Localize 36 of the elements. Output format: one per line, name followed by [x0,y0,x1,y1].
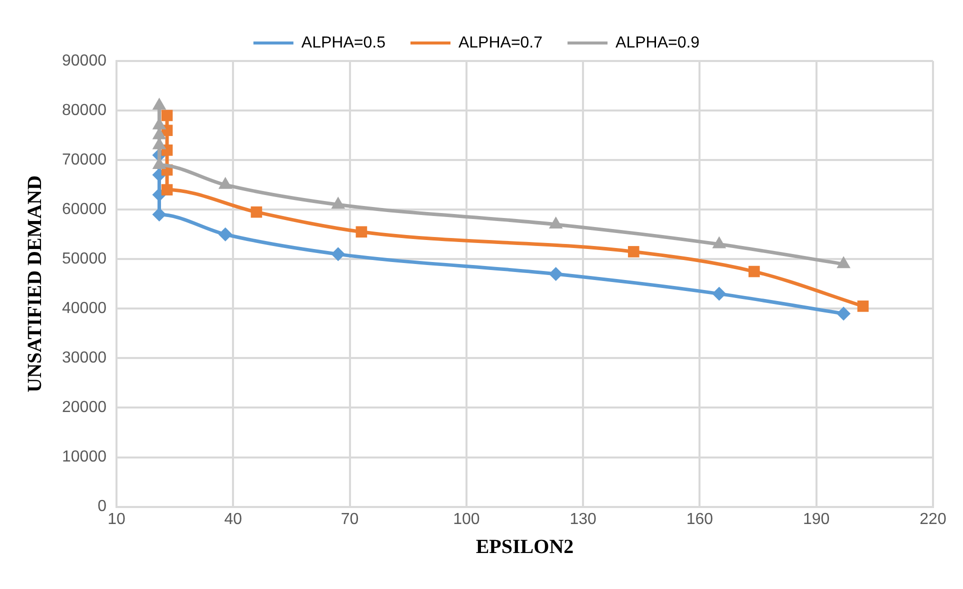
y-tick-label: 70000 [62,151,107,168]
y-tick-label: 30000 [62,350,107,367]
x-tick-label: 70 [340,510,359,528]
y-tick-label: 90000 [62,52,107,70]
x-tick-label: 130 [570,510,597,528]
y-axis-title: UNSATIFIED DEMAND [24,175,46,392]
point [548,266,563,281]
point [628,246,640,258]
point [152,208,166,222]
y-tick-label: 40000 [62,300,107,318]
legend-label: ALPHA=0.5 [301,34,386,52]
x-tick-label: 10 [108,510,126,528]
point [712,286,726,301]
x-tick-label: 220 [920,510,946,528]
x-tick-label: 40 [224,510,242,528]
x-tick-label: 160 [686,510,714,528]
y-tick-label: 0 [98,498,107,516]
point [161,110,173,122]
point [250,206,262,218]
point [331,247,346,262]
point [356,226,368,238]
point [836,306,851,321]
x-tick-label: 190 [803,510,830,528]
point [748,266,760,278]
x-tick-label: 100 [453,510,480,528]
y-tick-label: 80000 [62,102,107,119]
legend-label: ALPHA=0.9 [616,34,700,52]
y-tick-label: 20000 [62,399,107,416]
y-tick-label: 60000 [62,201,107,218]
y-tick-label: 10000 [62,448,107,466]
point [161,184,173,196]
x-axis-title: EPSILON2 [476,536,574,558]
y-tick-label: 50000 [62,250,107,268]
point [218,227,232,242]
legend-label: ALPHA=0.7 [458,34,543,52]
point [857,300,869,312]
